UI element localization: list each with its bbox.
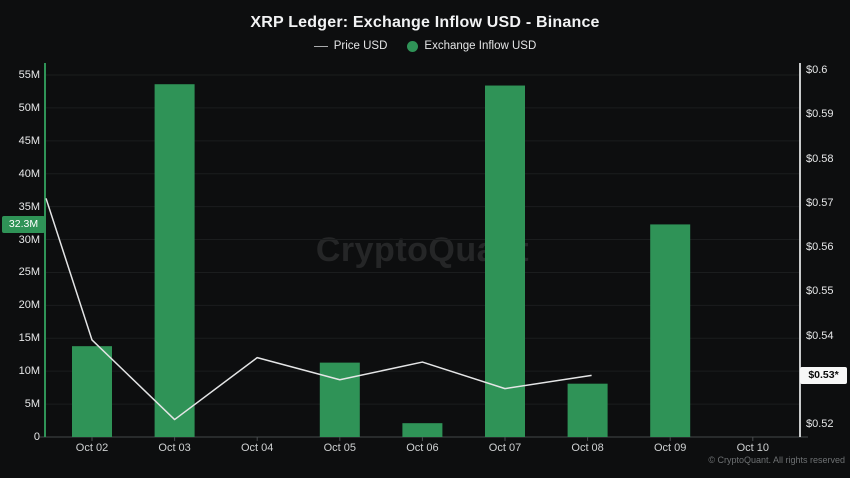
left-axis-tick-label: 35M xyxy=(18,200,40,213)
left-axis-tick-label: 0 xyxy=(33,431,40,443)
right-axis-tick-label: $0.6 xyxy=(806,64,828,76)
left-axis-tick-label: 25M xyxy=(18,266,40,279)
left-axis-tick-label: 20M xyxy=(18,299,40,312)
bar-oct-08[interactable] xyxy=(567,383,608,437)
left-axis-tick-label: 15M xyxy=(18,332,40,345)
x-axis-label: Oct 02 xyxy=(75,442,109,454)
left-axis-tick-label: 40M xyxy=(18,167,40,180)
x-axis-label: Oct 08 xyxy=(571,442,604,454)
x-axis-label: Oct 04 xyxy=(240,442,274,454)
left-axis-tick-label: 55M xyxy=(18,69,40,81)
copyright-footer: © CryptoQuant. All rights reserved xyxy=(708,455,845,465)
bar-oct-02[interactable] xyxy=(72,346,112,437)
right-axis-tick-label: $0.59 xyxy=(806,108,834,121)
inflow-last-value-badge: 32.3M xyxy=(2,215,45,233)
legend-item-price[interactable]: Price USD xyxy=(313,40,388,52)
left-axis-tick-label: 10M xyxy=(18,365,40,378)
bar-oct-05[interactable] xyxy=(319,362,360,437)
legend-price-label: Price USD xyxy=(333,40,388,52)
right-axis-tick-label: $0.58 xyxy=(806,152,834,165)
price-line xyxy=(45,198,592,421)
price-line-swatch-icon xyxy=(313,45,328,47)
right-axis-tick-label: $0.57 xyxy=(806,196,834,209)
x-axis-label: Oct 05 xyxy=(323,442,356,454)
x-axis-label: Oct 06 xyxy=(406,442,439,454)
bar-oct-03[interactable] xyxy=(154,84,195,438)
right-axis-tick-label: $0.52 xyxy=(806,418,834,430)
x-axis-label: Oct 03 xyxy=(158,442,191,454)
x-axis-label: Oct 07 xyxy=(488,442,522,454)
price-last-value-badge: $0.53* xyxy=(800,366,847,384)
x-axis-label: Oct 09 xyxy=(653,442,687,454)
right-axis-tick-label: $0.56 xyxy=(806,241,834,253)
legend-item-inflow[interactable]: Exchange Inflow USD xyxy=(407,40,536,52)
chart-title: XRP Ledger: Exchange Inflow USD - Binanc… xyxy=(250,14,600,31)
bar-oct-09[interactable] xyxy=(650,224,691,437)
left-axis-tick-label: 45M xyxy=(18,134,40,147)
inflow-dot-icon xyxy=(407,40,419,52)
bar-oct-07[interactable] xyxy=(485,85,525,437)
x-axis-label: Oct 10 xyxy=(736,442,769,454)
left-axis-tick-label: 5M xyxy=(24,398,40,411)
legend: Price USD Exchange Inflow USD xyxy=(0,40,850,52)
left-axis-tick-label: 30M xyxy=(18,233,40,246)
bar-oct-06[interactable] xyxy=(402,423,443,437)
legend-inflow-label: Exchange Inflow USD xyxy=(424,40,537,52)
right-axis-tick-label: $0.54 xyxy=(806,329,834,342)
left-axis-tick-label: 50M xyxy=(18,101,40,114)
right-axis-tick-label: $0.55 xyxy=(806,285,834,298)
